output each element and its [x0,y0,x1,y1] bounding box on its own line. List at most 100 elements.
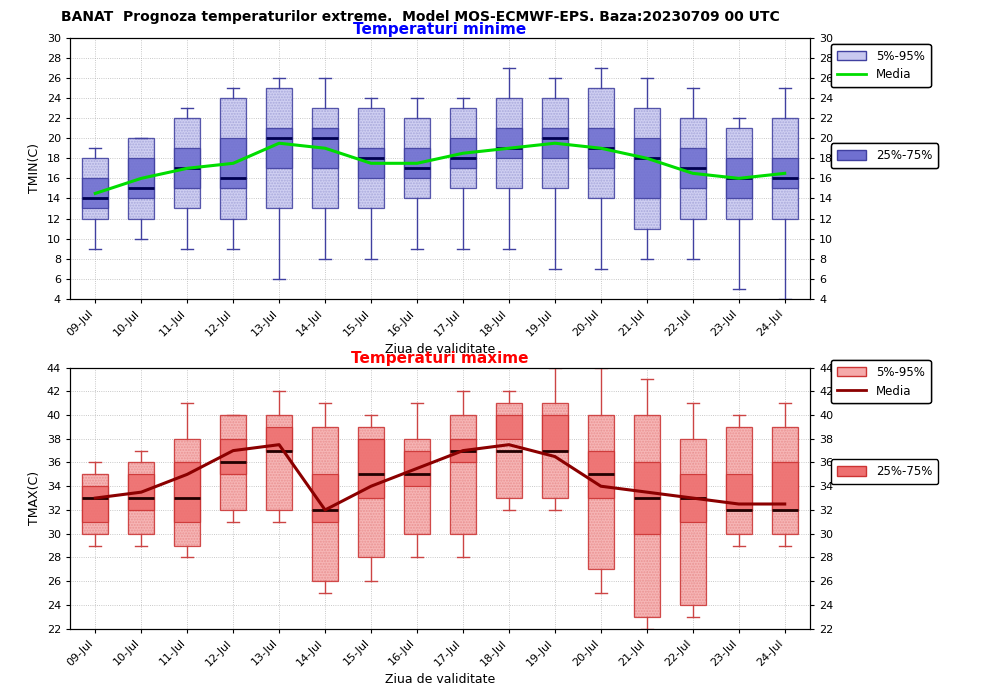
Bar [588,415,614,570]
Y-axis label: TMIN(C): TMIN(C) [28,144,41,193]
Bar [220,138,246,188]
Bar [266,427,292,451]
Bar [266,88,292,208]
Bar [82,486,108,522]
Legend: 25%-75%: 25%-75% [831,144,938,168]
Y-axis label: TMAX(C): TMAX(C) [28,471,41,525]
Bar [634,108,660,229]
Bar [358,108,384,208]
Bar [496,98,522,188]
Bar [82,474,108,534]
Bar [772,427,798,534]
Title: Temperaturi maxime: Temperaturi maxime [351,351,529,366]
Bar [404,118,430,199]
Bar [82,474,108,534]
Bar [358,108,384,208]
Text: BANAT  Prognoza temperaturilor extreme.  Model MOS-ECMWF-EPS. Baza:20230709 00 U: BANAT Prognoza temperaturilor extreme. M… [61,10,779,24]
Bar [82,158,108,218]
Bar [450,415,476,534]
Bar [174,462,200,522]
Bar [128,158,154,199]
Bar [358,427,384,557]
Bar [266,415,292,510]
Bar [634,108,660,229]
Title: Temperaturi minime: Temperaturi minime [353,21,527,36]
Legend: 5%-95%, Media: 5%-95%, Media [831,360,931,403]
Bar [772,118,798,218]
Bar [726,427,752,534]
Bar [772,427,798,534]
Bar [358,427,384,557]
Bar [588,128,614,168]
X-axis label: Ziua de validitate: Ziua de validitate [385,673,495,686]
Bar [266,128,292,168]
Bar [220,415,246,510]
Bar [450,138,476,168]
Bar [312,108,338,208]
Bar [312,474,338,522]
Bar [220,98,246,218]
Bar [404,439,430,534]
Bar [266,88,292,208]
Bar [588,88,614,199]
Bar [680,118,706,218]
Bar [128,138,154,218]
Bar [680,439,706,605]
Bar [772,158,798,188]
Bar [496,403,522,498]
Bar [634,138,660,199]
Bar [82,179,108,208]
Bar [726,474,752,510]
Bar [496,98,522,188]
Bar [634,415,660,617]
Bar [358,148,384,179]
Bar [312,427,338,581]
Bar [680,148,706,188]
Bar [174,439,200,545]
Bar [588,451,614,498]
Bar [266,415,292,510]
Bar [358,439,384,498]
Bar [174,118,200,208]
Bar [312,427,338,581]
Bar [542,128,568,158]
Bar [496,415,522,439]
Bar [404,451,430,486]
Bar [726,427,752,534]
Bar [128,474,154,510]
Bar [128,462,154,534]
Bar [726,128,752,218]
Bar [588,88,614,199]
Bar [542,98,568,188]
Bar [726,128,752,218]
X-axis label: Ziua de validitate: Ziua de validitate [385,344,495,357]
Bar [680,439,706,605]
Legend: 25%-75%: 25%-75% [831,460,938,484]
Bar [542,415,568,451]
Bar [128,138,154,218]
Bar [542,403,568,498]
Bar [82,158,108,218]
Bar [450,108,476,188]
Bar [128,462,154,534]
Bar [680,474,706,522]
Bar [404,439,430,534]
Bar [634,462,660,534]
Bar [772,118,798,218]
Bar [404,148,430,179]
Bar [450,439,476,462]
Bar [174,439,200,545]
Bar [220,439,246,474]
Bar [542,403,568,498]
Bar [588,415,614,570]
Bar [220,415,246,510]
Bar [450,415,476,534]
Bar [496,128,522,158]
Bar [312,108,338,208]
Legend: 5%-95%, Media: 5%-95%, Media [831,44,931,87]
Bar [404,118,430,199]
Bar [220,98,246,218]
Bar [634,415,660,617]
Bar [726,158,752,199]
Bar [174,118,200,208]
